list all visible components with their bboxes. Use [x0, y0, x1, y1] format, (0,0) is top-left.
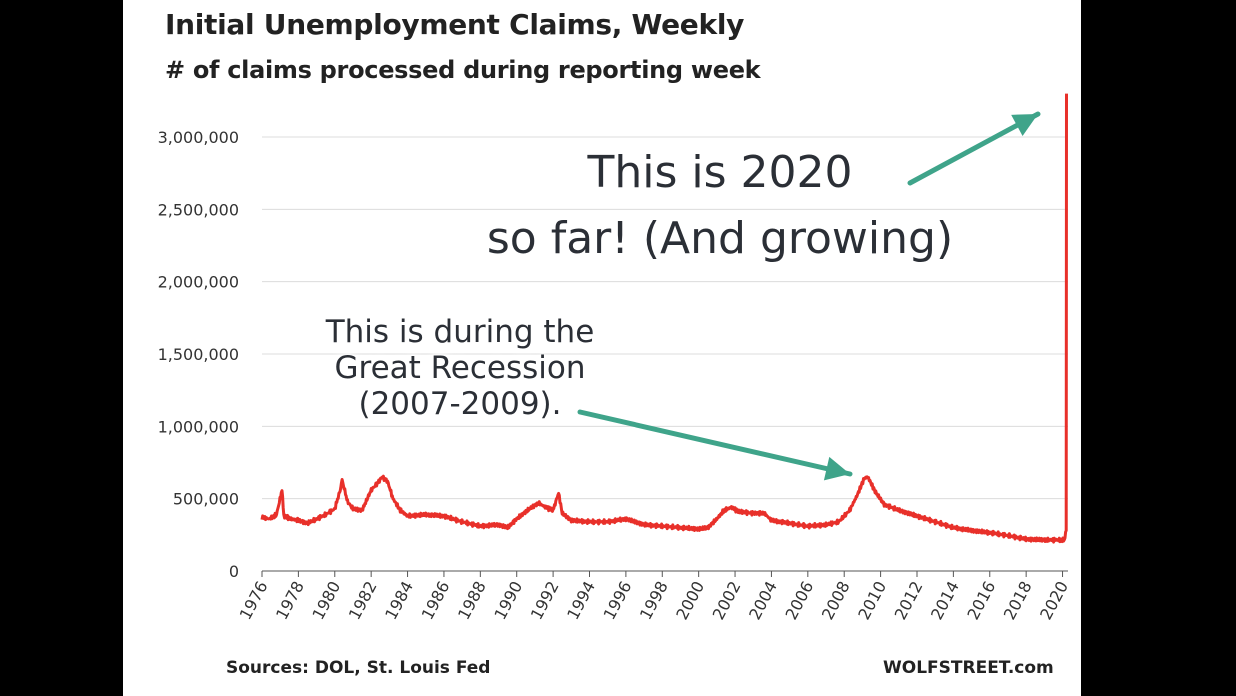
- chart-subtitle: # of claims processed during reporting w…: [165, 56, 761, 84]
- source-note: Sources: DOL, St. Louis Fed: [226, 658, 491, 678]
- x-axis-ticks: 1976 1978 1980 1982 1984 1986 1988 1990 1992 1994…: [236, 571, 1072, 623]
- x-tick-label: 2020: [1036, 578, 1072, 623]
- x-tick-label: 2012: [891, 578, 927, 623]
- arrow-head: [823, 456, 850, 481]
- arrow-to-2020: [907, 111, 1041, 186]
- gridlines: [262, 136, 1068, 500]
- arrow-shaft: [907, 111, 1041, 186]
- chart-panel: [123, 0, 1081, 696]
- x-tick-label: 2004: [745, 578, 781, 623]
- y-tick-label: 3,000,000: [158, 128, 239, 147]
- annotation-great-recession: This is during the Great Recession (2007…: [325, 314, 595, 422]
- y-tick-label: 1,000,000: [158, 417, 239, 436]
- x-tick-label: 1986: [418, 578, 454, 623]
- arrow-head: [1011, 114, 1038, 136]
- x-tick-label: 1996: [600, 578, 636, 623]
- y-tick-label: 500,000: [173, 490, 239, 509]
- x-tick-label: 1998: [636, 578, 672, 623]
- x-tick-label: 2014: [927, 578, 963, 623]
- y-tick-label: 1,500,000: [158, 345, 239, 364]
- x-tick-label: 2018: [1000, 578, 1036, 623]
- x-tick-label: 1994: [563, 578, 599, 623]
- annotation-2020: This is 2020 so far! (And growing): [486, 147, 954, 264]
- y-tick-label: 2,500,000: [158, 200, 239, 219]
- x-tick-label: 2002: [709, 578, 745, 623]
- x-tick-label: 1984: [381, 578, 417, 623]
- y-tick-label: 2,000,000: [158, 273, 239, 292]
- chart-title: Initial Unemployment Claims, Weekly: [165, 8, 745, 41]
- x-tick-label: 2010: [854, 578, 890, 623]
- x-tick-label: 1982: [345, 578, 381, 623]
- x-tick-label: 2016: [963, 578, 999, 623]
- x-tick-label: 1992: [527, 578, 563, 623]
- x-tick-label: 2008: [818, 578, 854, 623]
- y-tick-label: 0: [229, 562, 239, 581]
- x-tick-label: 1988: [454, 578, 490, 623]
- arrow-to-great-recession: [577, 409, 853, 481]
- y-axis-ticks: 0 500,000 1,000,000 1,500,000 2,000,000 2,500…: [158, 128, 239, 581]
- x-tick-label: 1978: [272, 578, 308, 623]
- x-tick-label: 2000: [672, 578, 708, 623]
- brand-label: WOLFSTREET.com: [883, 658, 1054, 678]
- x-tick-label: 1976: [236, 578, 272, 623]
- series-line-claims: [260, 93, 1068, 544]
- x-tick-label: 2006: [781, 578, 817, 623]
- x-tick-label: 1980: [308, 578, 344, 623]
- series-layer: [260, 93, 1068, 544]
- arrow-shaft: [577, 409, 853, 477]
- annotation-arrows: [577, 111, 1041, 481]
- x-tick-label: 1990: [490, 578, 526, 623]
